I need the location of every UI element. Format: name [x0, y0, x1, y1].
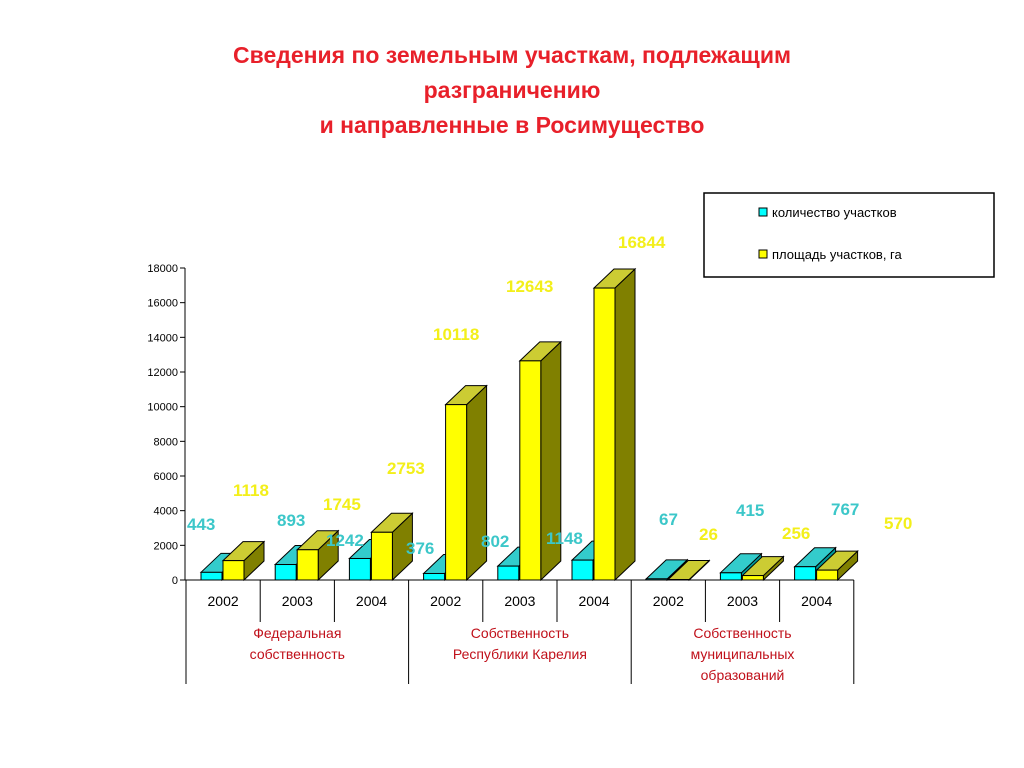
count-data-label: 802 [481, 532, 509, 551]
area-data-label: 16844 [618, 233, 666, 252]
area-bar [295, 529, 340, 582]
y-tick-label: 10000 [147, 402, 178, 414]
axes-layer: 0 2000 4000 6000 8000 10000 12000 14000 16000 180… [147, 263, 855, 684]
y-tick-label: 16000 [147, 298, 178, 310]
group-label: Республики Карелия [453, 646, 587, 662]
area-bar-front [222, 560, 245, 581]
legend-label-area: площадь участков, га [772, 247, 903, 262]
y-tick-label: 2000 [154, 540, 178, 552]
area-bar-front [816, 569, 839, 581]
area-bar-front [370, 531, 393, 581]
area-bar [221, 540, 266, 582]
count-bar-front [719, 572, 742, 581]
area-bar-front [296, 549, 319, 581]
count-data-label: 443 [187, 515, 215, 534]
count-bar-front [571, 559, 594, 581]
area-data-label: 256 [782, 524, 810, 543]
area-bar-side [614, 267, 636, 582]
y-tick-label: 4000 [154, 506, 178, 518]
group-label: образований [701, 667, 785, 683]
x-tick-label: 2004 [801, 593, 832, 609]
area-data-label: 12643 [506, 277, 553, 296]
area-bar [741, 555, 785, 582]
area-bar [370, 512, 414, 582]
area-data-label: 1745 [323, 495, 361, 514]
area-data-label: 10118 [433, 325, 479, 344]
area-bar-front [519, 360, 542, 581]
bars-layer [199, 267, 859, 582]
count-data-label: 376 [406, 539, 434, 558]
count-bar-front [497, 565, 520, 581]
x-tick-label: 2002 [208, 593, 239, 609]
y-tick-label: 6000 [154, 471, 178, 483]
legend-swatch-area [758, 249, 768, 259]
group-label: собственность [250, 646, 345, 662]
count-bar-front [348, 557, 371, 581]
count-data-label: 1148 [546, 529, 583, 548]
chart-title: Сведения по земельным участкам, подлежащ… [0, 38, 1024, 143]
legend: количество участков площадь участков, га [703, 192, 995, 278]
y-tick-label: 12000 [147, 367, 178, 379]
area-bar [592, 267, 637, 582]
legend-swatch-count [758, 207, 768, 217]
count-data-label: 415 [736, 501, 764, 520]
chart-title-line-3: и направленные в Росимущество [319, 112, 705, 138]
count-data-label: 893 [277, 511, 305, 530]
legend-label-count: количество участков [772, 205, 897, 220]
y-tick-label: 14000 [147, 332, 178, 344]
chart-title-line-2: разграничению [423, 77, 601, 103]
group-label: Федеральная [253, 625, 341, 641]
count-data-label: 67 [659, 510, 678, 529]
area-data-label: 26 [699, 525, 718, 544]
x-tick-label: 2003 [727, 593, 758, 609]
area-bar-front [741, 575, 764, 581]
count-data-label: 767 [831, 500, 859, 519]
area-data-label: 570 [884, 514, 912, 533]
area-bar-front [445, 404, 468, 581]
group-label: муниципальных [691, 646, 795, 662]
area-data-label: 2753 [387, 459, 425, 478]
y-tick-label: 8000 [154, 436, 178, 448]
area-bar [518, 340, 563, 582]
group-label: Собственность [693, 625, 791, 641]
chart-title-line-1: Сведения по земельным участкам, подлежащ… [233, 42, 791, 68]
count-data-label: 1242 [326, 531, 364, 550]
x-tick-label: 2003 [282, 593, 313, 609]
group-label: Собственность [471, 625, 569, 641]
area-data-label: 1118 [233, 481, 269, 500]
count-bar [644, 558, 689, 582]
count-bar-front [274, 564, 297, 581]
area-bar [444, 384, 488, 582]
x-tick-label: 2003 [504, 593, 535, 609]
x-tick-label: 2004 [356, 593, 387, 609]
count-bar-front [794, 566, 817, 581]
x-tick-label: 2004 [579, 593, 610, 609]
count-bar-front [423, 572, 446, 581]
count-bar-front [200, 571, 223, 581]
y-tick-label: 18000 [147, 263, 178, 275]
data-labels-layer: 443 893 1242 376 802 1148 67 415 767 1118 1745 2753… [187, 233, 912, 558]
area-bar-front [593, 287, 616, 581]
legend-box [703, 192, 995, 278]
x-tick-label: 2002 [430, 593, 461, 609]
x-tick-label: 2002 [653, 593, 684, 609]
y-tick-label: 0 [172, 575, 178, 587]
